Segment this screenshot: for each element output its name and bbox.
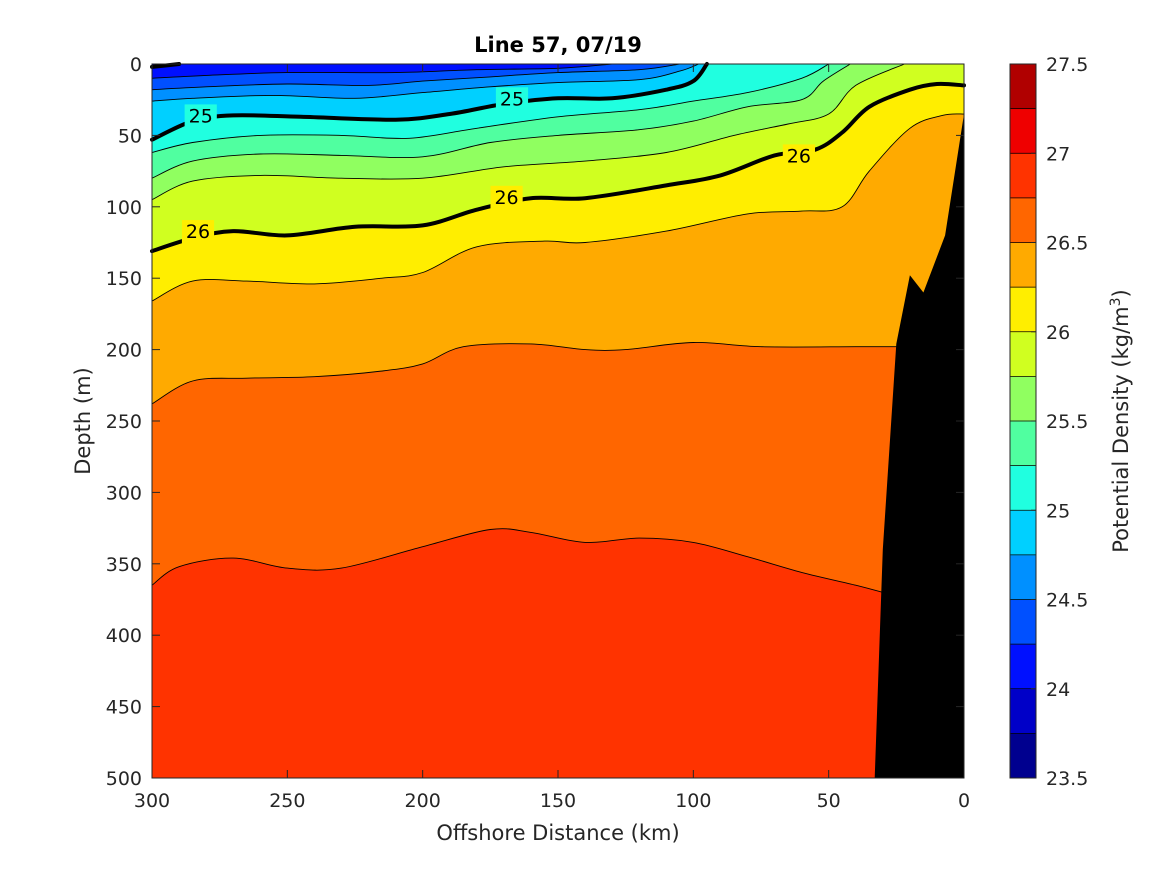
x-tick-label: 250 [269,790,305,812]
contour-label: 25 [500,88,524,110]
x-tick-label: 150 [540,790,576,812]
colorbar-swatch [1010,688,1036,734]
colorbar-tick-label: 23.5 [1046,768,1088,790]
y-tick-label: 500 [106,768,142,790]
colorbar-swatch [1010,287,1036,333]
contour-line [151,63,851,179]
x-axis: 300 250 200 150 100 50 0 [134,64,970,812]
contour-label-bg [490,185,523,210]
colorbar-swatch [1010,465,1036,511]
y-tick-label: 200 [106,340,142,362]
colorbar-title-text: Potential Density (kg/m [1109,306,1133,552]
y-tick-label: 50 [118,125,142,147]
colorbar-swatch [1010,510,1036,556]
y-tick-label: 450 [106,697,142,719]
colorbar-title-suffix: ) [1109,289,1133,297]
y-axis-title: Depth (m) [71,367,95,474]
y-tick-label: 300 [106,482,142,504]
colorbar-swatch [1010,421,1036,467]
contour-label: 26 [787,145,811,167]
colorbar-tick-label: 27 [1046,143,1070,165]
contour-label-bg [782,144,815,169]
contour-line [151,113,965,302]
bathymetry-shape [874,114,964,778]
y-tick-label: 250 [106,411,142,433]
contour-label-bg [495,87,529,112]
colorbar-swatch [1010,644,1036,690]
contour-line [151,63,905,201]
colorbar-tick-label: 26 [1046,322,1070,344]
colorbar-ticks: 23.5 24 24.5 25 25.5 26 26.5 27 27.5 [1031,54,1088,790]
colorbar-tick-label: 25.5 [1046,411,1088,433]
contour-fill-layer [152,64,964,778]
colorbar-tick-label: 26.5 [1046,233,1088,255]
y-axis: 0 50 100 150 200 250 300 350 400 450 500 [106,54,964,790]
contour-label: 26 [186,221,210,243]
colorbar-swatch [1010,554,1036,600]
contour-line [151,63,613,79]
colorbar-swatch [1010,599,1036,645]
colorbar-swatch [1010,733,1036,779]
colorbar-title: Potential Density (kg/m3) [1108,289,1133,553]
x-tick-label: 100 [675,790,711,812]
colorbar-title-superscript: 3 [1108,297,1124,306]
colorbar-swatch [1010,108,1036,154]
colorbar-tick-label: 24.5 [1046,590,1088,612]
x-tick-label: 200 [405,790,441,812]
x-tick-label: 300 [134,790,170,812]
density-band [152,64,613,79]
contour-line [151,63,830,153]
colorbar-tick-label: 25 [1046,500,1070,522]
colorbar [1009,63,1037,779]
y-tick-label: 150 [106,268,142,290]
colorbar-swatch [1010,376,1036,422]
contour-labels: 25 25 26 26 26 [181,87,815,245]
contour-line [150,62,709,142]
contour-line [150,81,966,254]
contour-label-bg [181,220,215,245]
colorbar-tick-label: 27.5 [1046,54,1088,76]
colorbar-swatch [1010,153,1036,199]
colorbar-swatch [1010,242,1036,288]
y-tick-label: 350 [106,554,142,576]
colorbar-swatch [1010,197,1036,243]
contour-thin-lines [151,63,965,593]
chart-title: Line 57, 07/19 [474,33,642,57]
x-tick-label: 50 [817,790,841,812]
y-tick-label: 0 [130,54,142,76]
contour-label: 26 [494,187,518,209]
contour-line [151,63,700,102]
contour-line [151,528,884,593]
colorbar-swatch [1010,64,1036,110]
contour-line [151,342,897,405]
y-tick-label: 100 [106,197,142,219]
contour-line [151,63,681,91]
colorbar-tick-label: 24 [1046,679,1070,701]
x-axis-title: Offshore Distance (km) [436,821,679,845]
x-tick-label: 0 [958,790,970,812]
colorbar-swatch [1010,331,1036,377]
contour-label-bg [184,104,217,129]
y-tick-label: 400 [106,625,142,647]
contour-label: 25 [189,105,213,127]
